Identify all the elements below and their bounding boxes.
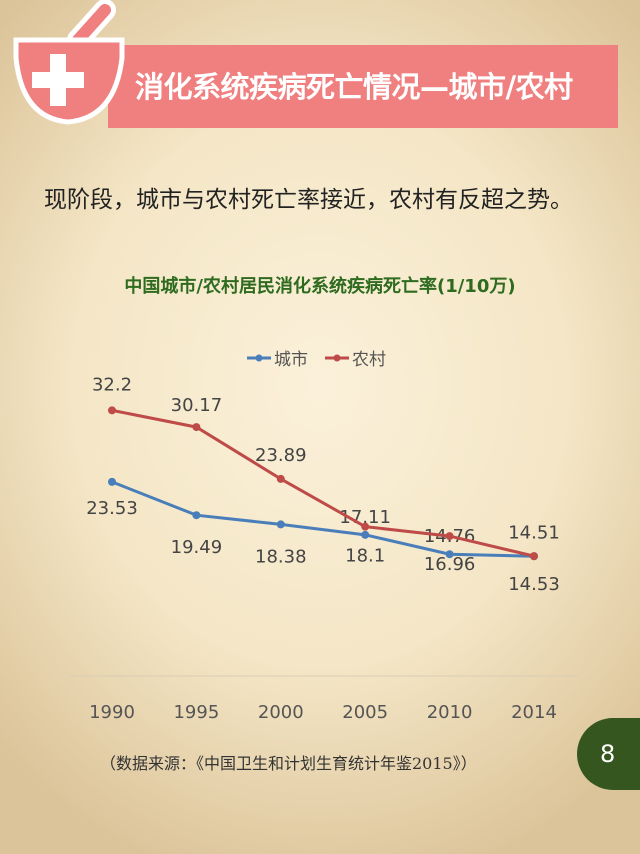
data-label: 14.53 bbox=[508, 574, 560, 595]
data-label: 23.89 bbox=[255, 445, 307, 466]
data-point bbox=[445, 550, 454, 559]
chart-title: 中国城市/农村居民消化系统疾病死亡率(1/10万) bbox=[124, 276, 516, 297]
legend-label: 城市 bbox=[274, 350, 308, 370]
data-label: 23.53 bbox=[86, 498, 138, 519]
title-banner bbox=[108, 45, 618, 128]
data-point bbox=[530, 552, 538, 561]
data-source: （数据来源：《中国卫生和计划生育统计年鉴2015》） bbox=[100, 754, 477, 773]
series-line-0 bbox=[111, 480, 535, 558]
x-tick-label: 2014 bbox=[511, 702, 557, 723]
series-line-1 bbox=[111, 408, 535, 558]
x-tick-label: 1995 bbox=[173, 702, 219, 723]
data-label: 18.38 bbox=[255, 546, 307, 567]
data-point bbox=[276, 520, 285, 529]
data-point bbox=[192, 511, 201, 520]
data-label: 32.2 bbox=[92, 374, 132, 395]
legend-marker-1 bbox=[333, 354, 341, 362]
data-point bbox=[108, 477, 116, 486]
data-label: 17.11 bbox=[339, 507, 391, 528]
data-label: 16.96 bbox=[424, 554, 476, 575]
data-point bbox=[192, 423, 201, 432]
data-point bbox=[276, 474, 285, 483]
x-tick-label: 2005 bbox=[342, 702, 388, 723]
x-tick-label: 2010 bbox=[427, 702, 473, 723]
legend-label: 农村 bbox=[352, 350, 386, 370]
data-point bbox=[108, 406, 116, 415]
page-title: 消化系统疾病死亡情况—城市/农村 bbox=[135, 70, 573, 104]
data-label: 18.1 bbox=[345, 546, 385, 567]
page-badge bbox=[577, 718, 640, 790]
x-tick-label: 1990 bbox=[89, 702, 135, 723]
mortar-pestle-medical-cross-icon bbox=[13, 0, 125, 125]
x-tick-label: 2000 bbox=[258, 702, 304, 723]
summary-text: 现阶段，城市与农村死亡率接近，农村有反超之势。 bbox=[44, 187, 573, 213]
data-label: 30.17 bbox=[171, 395, 223, 416]
data-point bbox=[361, 530, 370, 539]
legend-marker-0 bbox=[255, 354, 263, 362]
data-label: 14.51 bbox=[508, 522, 560, 543]
line-chart: 1990 1995 2000 2005 2010 2014 城市 农村 23.53 19.49 18… bbox=[70, 350, 578, 723]
data-point bbox=[361, 522, 370, 531]
page-number: 8 bbox=[600, 740, 616, 768]
data-point bbox=[445, 532, 454, 541]
data-label: 19.49 bbox=[171, 537, 223, 558]
